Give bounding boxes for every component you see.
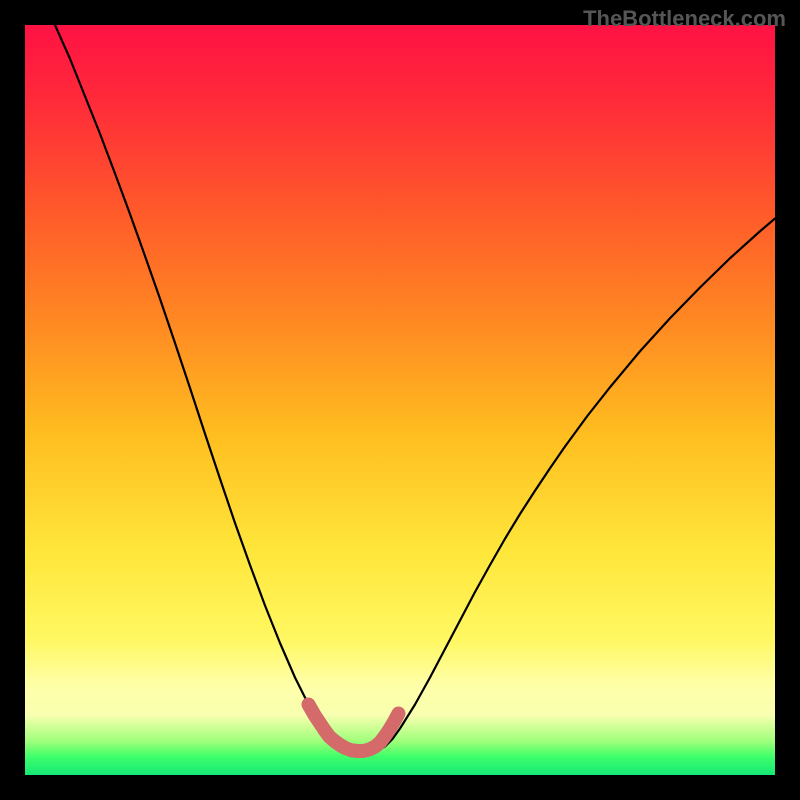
chart-canvas: TheBottleneck.com xyxy=(0,0,800,800)
plot-area xyxy=(25,25,775,775)
watermark-text: TheBottleneck.com xyxy=(583,6,786,32)
chart-svg xyxy=(0,0,800,800)
